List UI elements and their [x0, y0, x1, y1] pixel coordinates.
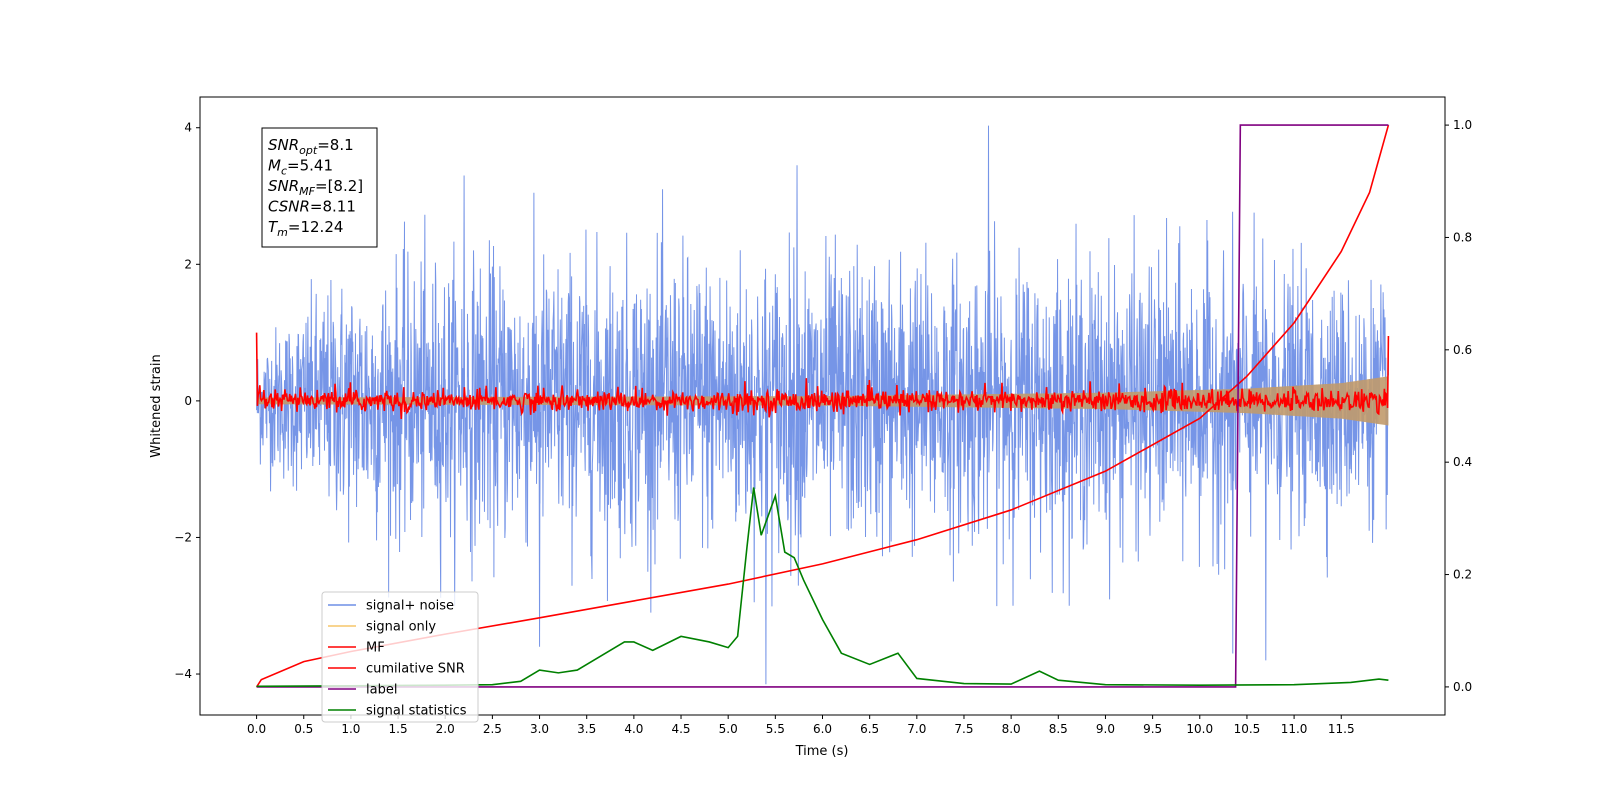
- x-tick-label: 9.5: [1143, 722, 1162, 736]
- x-tick-label: 3.5: [577, 722, 596, 736]
- y-tick-label: 0: [184, 394, 192, 408]
- x-tick-label: 9.0: [1096, 722, 1115, 736]
- annotation-line: SNRopt=8.1: [268, 136, 354, 157]
- x-tick-label: 11.5: [1328, 722, 1355, 736]
- x-tick-label: 0.5: [294, 722, 313, 736]
- annotation-frame: [261, 127, 378, 248]
- x-tick-label: 7.0: [907, 722, 926, 736]
- x-tick-label: 8.0: [1002, 722, 1021, 736]
- x-tick-label: 0.0: [247, 722, 266, 736]
- x-tick-label: 10.0: [1186, 722, 1213, 736]
- x-tick-label: 6.5: [860, 722, 879, 736]
- x-tick-label: 7.5: [954, 722, 973, 736]
- legend-frame: [321, 591, 479, 723]
- x-tick-label: 5.0: [719, 722, 738, 736]
- series-line-mf: [255, 332, 1390, 420]
- y-axis-ticks: −4 −2 0 2 4: [174, 121, 200, 681]
- x-tick-label: 10.5: [1234, 722, 1261, 736]
- annotation-line: SNRMF=[8.2]: [268, 177, 363, 198]
- x-tick-label: 2.5: [483, 722, 502, 736]
- y-tick-label: 2: [184, 257, 192, 271]
- legend-label: signal+ noise: [366, 599, 454, 614]
- x-tick-label: 1.0: [341, 722, 360, 736]
- x-tick-label: 5.5: [766, 722, 785, 736]
- legend-label: cumilative SNR: [366, 662, 465, 677]
- series-line-label: [256, 124, 1389, 688]
- y2-axis-ticks: 0.0 0.2 0.4 0.6 0.8 1.0: [1445, 118, 1472, 694]
- annotation-line: CSNR=8.11: [268, 198, 356, 216]
- legend-label: signal only: [366, 620, 436, 635]
- y2-tick-label: 0.2: [1453, 568, 1472, 582]
- x-tick-label: 4.0: [624, 722, 643, 736]
- y2-tick-label: 0.4: [1453, 455, 1472, 469]
- plot-area: [255, 124, 1390, 688]
- annotation-line: Mc=5.41: [268, 157, 333, 178]
- x-tick-label: 2.0: [436, 722, 455, 736]
- y-axis-label: Whitened strain: [149, 354, 164, 457]
- y-tick-label: −2: [174, 530, 192, 544]
- y2-tick-label: 0.0: [1453, 680, 1472, 694]
- legend-label: label: [366, 683, 397, 698]
- y2-tick-label: 1.0: [1453, 118, 1472, 132]
- legend-label: MF: [366, 641, 385, 656]
- y2-tick-label: 0.6: [1453, 343, 1472, 357]
- x-tick-label: 11.0: [1281, 722, 1308, 736]
- y-tick-label: 4: [184, 121, 192, 135]
- x-tick-label: 6.0: [813, 722, 832, 736]
- x-tick-label: 4.5: [671, 722, 690, 736]
- series-line-signal-statistics: [256, 487, 1389, 688]
- y2-tick-label: 0.8: [1453, 230, 1472, 244]
- legend: signal+ noise signal only MF cumilative SNR…: [321, 591, 479, 723]
- annotation-line: Tm=12.24: [268, 218, 343, 239]
- x-tick-label: 8.5: [1049, 722, 1068, 736]
- x-tick-label: 1.5: [389, 722, 408, 736]
- legend-label: signal statistics: [366, 704, 467, 719]
- series-line-signal-plus-noise: [256, 125, 1389, 685]
- y-tick-label: −4: [174, 667, 192, 681]
- x-axis-ticks: 0.0 0.5 1.0 1.5 2.0 2.5 3.0 3.5 4.0 4.5 5.0 5.5 6.0 6…: [247, 715, 1355, 736]
- x-axis-label: Time (s): [795, 744, 849, 759]
- x-tick-label: 3.0: [530, 722, 549, 736]
